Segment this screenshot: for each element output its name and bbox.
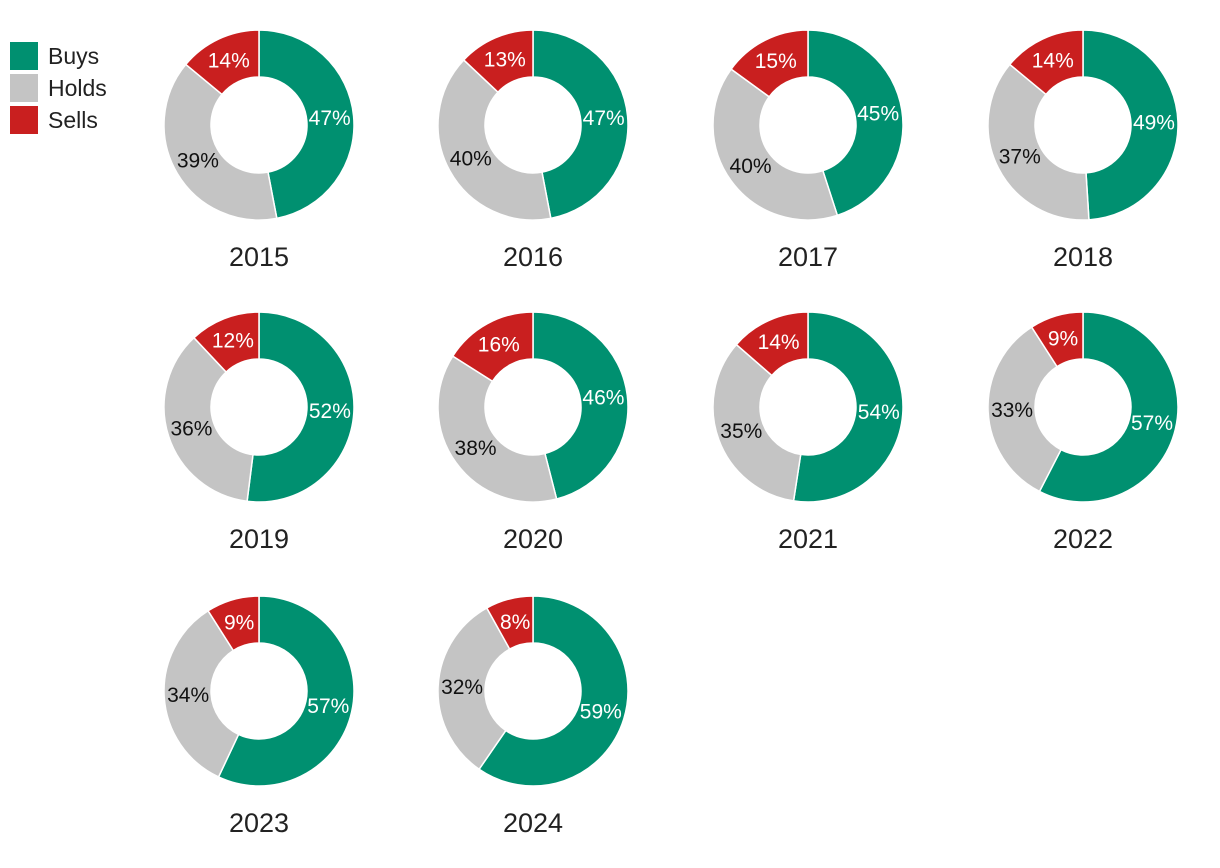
label-buys-2024: 59% [580,701,622,724]
label-sells-2017: 15% [755,50,797,73]
label-holds-2021: 35% [720,420,762,443]
year-label-2017: 2017 [778,242,838,272]
legend-swatch-buys [10,42,38,70]
donut-2017: 45% 40% 15% 2017 [712,29,904,272]
slice-sells-2019 [192,311,260,374]
slice-sells-2021 [735,311,809,377]
slice-buys-2018 [1082,29,1179,221]
year-label-2020: 2020 [503,524,563,554]
donut-2015: 47% 39% 14% 2015 [163,29,355,272]
year-label-2021: 2021 [778,524,838,554]
legend: Buys Holds Sells [10,40,107,136]
label-buys-2023: 57% [307,695,349,718]
slice-holds-2017 [712,68,839,221]
year-label-2015: 2015 [229,242,289,272]
label-holds-2020: 38% [455,437,497,460]
label-buys-2017: 45% [857,102,899,125]
slice-sells-2022 [1030,311,1084,368]
legend-item-sells: Sells [10,104,107,136]
slice-sells-2018 [1008,29,1084,96]
legend-label-holds: Holds [48,74,107,101]
label-buys-2022: 57% [1131,412,1173,435]
legend-item-buys: Buys [10,40,107,72]
year-label-2019: 2019 [229,524,289,554]
label-buys-2019: 52% [309,400,351,423]
donut-2018: 49% 37% 14% 2018 [987,29,1179,272]
donut-2020: 46% 38% 16% 2020 [437,311,629,554]
legend-label-sells: Sells [48,106,98,133]
label-buys-2021: 54% [858,401,900,424]
slice-buys-2016 [532,29,629,220]
slice-sells-2023 [207,595,260,652]
label-sells-2016: 13% [484,48,526,71]
label-sells-2020: 16% [478,333,520,356]
label-holds-2023: 34% [167,684,209,707]
slice-holds-2015 [163,63,278,221]
year-label-2024: 2024 [503,808,563,838]
slice-holds-2022 [987,326,1063,493]
slice-buys-2022 [1038,311,1179,503]
slice-buys-2021 [792,311,904,503]
slice-sells-2024 [485,595,534,651]
label-sells-2018: 14% [1032,49,1074,72]
year-label-2022: 2022 [1053,524,1113,554]
label-holds-2018: 37% [999,146,1041,169]
label-sells-2024: 8% [500,611,530,634]
slice-holds-2020 [437,355,558,503]
year-label-2023: 2023 [229,808,289,838]
slice-holds-2016 [437,58,552,221]
slice-sells-2015 [184,29,260,96]
label-sells-2015: 14% [208,49,250,72]
slice-sells-2016 [462,29,534,94]
legend-swatch-holds [10,74,38,102]
slice-sells-2017 [730,29,809,98]
donut-2019: 52% 36% 12% 2019 [163,311,355,554]
label-holds-2015: 39% [177,150,219,173]
label-buys-2016: 47% [583,107,625,130]
slice-sells-2020 [451,311,534,383]
slice-buys-2019 [246,311,355,503]
slice-holds-2019 [163,336,254,503]
label-holds-2019: 36% [170,417,212,440]
label-buys-2020: 46% [582,387,624,410]
label-buys-2015: 47% [309,107,351,130]
label-sells-2023: 9% [224,611,254,634]
label-sells-2021: 14% [758,331,800,354]
legend-label-buys: Buys [48,42,100,69]
legend-item-holds: Holds [10,72,107,104]
slice-holds-2021 [712,343,802,502]
slice-holds-2024 [437,606,511,771]
label-sells-2019: 12% [212,329,254,352]
year-label-2018: 2018 [1053,242,1113,272]
label-holds-2024: 32% [441,676,483,699]
slice-buys-2017 [807,29,904,217]
donut-2024: 59% 32% 8% 2024 [437,595,629,838]
year-label-2016: 2016 [503,242,563,272]
donut-2022: 57% 33% 9% 2022 [987,311,1179,554]
label-holds-2016: 40% [450,148,492,171]
slice-holds-2023 [163,609,240,778]
label-holds-2022: 33% [991,399,1033,422]
slice-buys-2020 [532,311,629,500]
label-buys-2018: 49% [1133,111,1175,134]
label-holds-2017: 40% [730,155,772,178]
donut-2016: 47% 40% 13% 2016 [437,29,629,272]
legend-swatch-sells [10,106,38,134]
donut-2021: 54% 35% 14% 2021 [712,311,904,554]
slice-buys-2015 [258,29,355,220]
donut-2023: 57% 34% 9% 2023 [163,595,355,838]
slice-buys-2024 [478,595,629,787]
slice-holds-2018 [987,63,1090,221]
label-sells-2022: 9% [1048,327,1078,350]
slice-buys-2023 [217,595,355,787]
